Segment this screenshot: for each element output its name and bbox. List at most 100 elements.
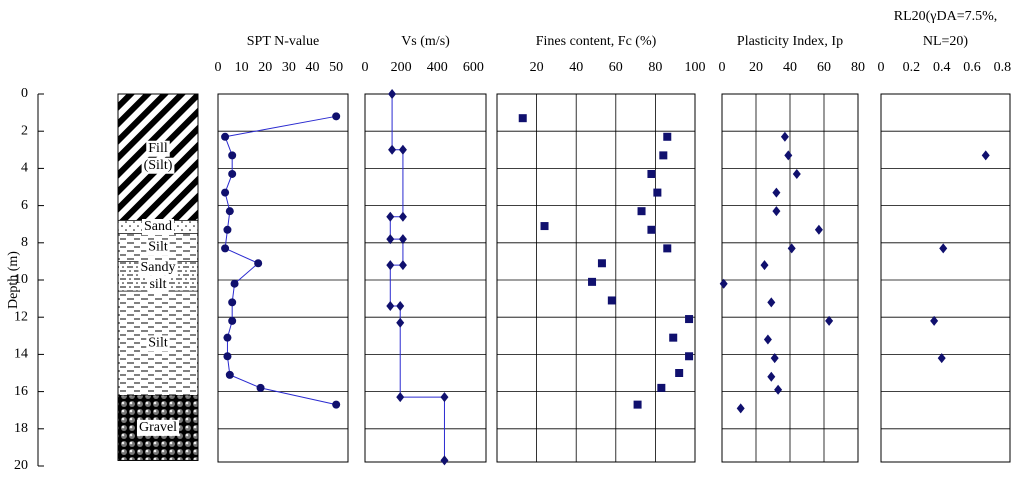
x-tick-label: 0.6: [963, 60, 981, 75]
point: [396, 392, 405, 403]
point: [440, 392, 449, 403]
point: [772, 187, 781, 198]
point: [254, 259, 263, 268]
point: [221, 244, 230, 253]
soil-label: (Silt): [144, 158, 173, 173]
panel-title: Plasticity Index, Ip: [737, 34, 843, 49]
point: [760, 260, 769, 271]
point: [230, 279, 239, 288]
panel-title: Fines content, Fc (%): [536, 34, 657, 49]
point: [657, 383, 666, 392]
point: [228, 151, 237, 160]
soil-frame: [117, 93, 199, 461]
x-tick-label: 100: [685, 60, 706, 75]
data-line: [389, 94, 445, 461]
point: [633, 400, 642, 409]
point: [719, 278, 728, 289]
x-tick-label: 50: [329, 60, 343, 75]
point: [939, 243, 948, 254]
y-tick-label: 10: [14, 272, 28, 287]
point: [597, 259, 606, 268]
x-tick-label: 60: [817, 60, 831, 75]
point: [774, 384, 783, 395]
point: [398, 234, 407, 245]
y-tick-label: 2: [21, 123, 28, 138]
y-axis-label: Depth (m): [6, 251, 21, 309]
point: [225, 207, 234, 216]
soil-label-bg: [146, 239, 170, 256]
point: [637, 207, 646, 216]
y-tick-label: 16: [14, 384, 28, 399]
point: [770, 353, 779, 364]
point: [981, 150, 990, 161]
panel-title: RL20(γDA=7.5%,: [894, 9, 998, 24]
soil-label-bg: [141, 157, 175, 174]
y-tick-label: 8: [21, 235, 28, 250]
panel-title: Vs (m/s): [401, 34, 450, 49]
point: [440, 455, 449, 466]
point: [332, 400, 341, 409]
point: [588, 277, 597, 286]
point: [398, 144, 407, 155]
point: [225, 370, 234, 379]
x-tick-label: 0: [878, 60, 885, 75]
soil-label: Fill: [148, 141, 168, 156]
panel-frame: [721, 93, 859, 463]
x-tick-label: 10: [235, 60, 249, 75]
point: [221, 188, 230, 197]
point: [669, 333, 678, 342]
data-line: [224, 115, 337, 406]
point: [930, 315, 939, 326]
point: [223, 333, 232, 342]
soil-label-bg: [136, 419, 180, 436]
point: [825, 315, 834, 326]
point: [937, 353, 946, 364]
point: [663, 244, 672, 253]
point: [396, 317, 405, 328]
point: [332, 112, 341, 121]
soil-label-bg: [146, 335, 170, 352]
point: [780, 131, 789, 142]
soil-label-bg: [146, 140, 170, 157]
point: [767, 371, 776, 382]
x-tick-label: 20: [258, 60, 272, 75]
x-tick-label: 20: [530, 60, 544, 75]
y-tick-label: 6: [21, 198, 28, 213]
y-tick-label: 12: [14, 309, 28, 324]
y-tick-label: 18: [14, 421, 28, 436]
panel-frame: [496, 93, 696, 463]
point: [784, 150, 793, 161]
point: [388, 89, 397, 99]
point: [663, 132, 672, 141]
x-tick-label: 0: [362, 60, 369, 75]
panel-frame: [217, 93, 349, 463]
point: [685, 315, 694, 324]
point: [228, 316, 237, 325]
point: [647, 225, 656, 234]
point: [386, 211, 395, 222]
soil-label-bg: [147, 276, 169, 293]
x-tick-label: 0.2: [903, 60, 921, 75]
point: [736, 403, 745, 414]
point: [398, 260, 407, 271]
soil-label: Sand: [144, 219, 172, 234]
x-tick-label: 80: [851, 60, 865, 75]
point: [388, 144, 397, 155]
x-tick-label: 40: [306, 60, 320, 75]
soil-label: silt: [149, 277, 166, 292]
point: [228, 298, 237, 307]
x-tick-label: 30: [282, 60, 296, 75]
x-tick-label: 0.8: [994, 60, 1012, 75]
point: [607, 296, 616, 305]
soil-label: Gravel: [139, 420, 177, 435]
panel-frame: [880, 93, 1011, 463]
point: [221, 132, 230, 141]
point: [396, 301, 405, 312]
point: [398, 211, 407, 222]
point: [659, 151, 668, 160]
x-tick-label: 0.4: [933, 60, 951, 75]
x-tick-label: 400: [427, 60, 448, 75]
panel-title: NL=20): [923, 34, 969, 49]
y-tick-label: 4: [21, 161, 28, 176]
